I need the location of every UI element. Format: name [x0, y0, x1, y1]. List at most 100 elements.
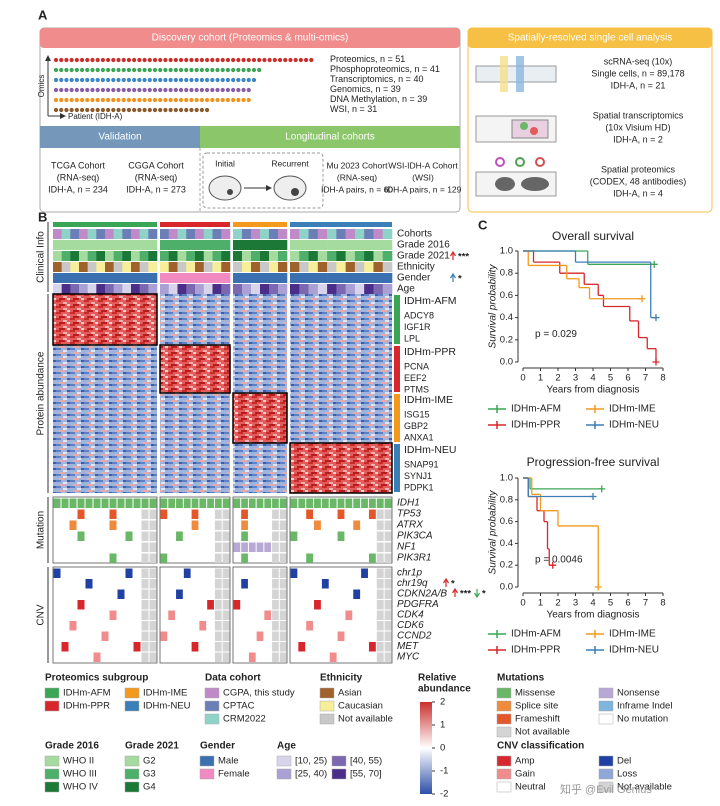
- cnv-cell: [272, 642, 279, 652]
- mutation-cell: [376, 553, 384, 563]
- arrow-head: [45, 55, 51, 61]
- clinical-cell: [251, 251, 261, 261]
- legend-swatch: [598, 755, 614, 767]
- cnv-cell: [376, 610, 384, 620]
- heatmap-block: [290, 345, 392, 393]
- clinical-cell: [79, 284, 88, 294]
- clinical-cell: [373, 229, 384, 239]
- clinical-cell: [278, 262, 288, 272]
- clinical-cell: [317, 262, 328, 272]
- legend-swatch: [496, 726, 512, 738]
- clinical-cell: [131, 229, 140, 239]
- mutation-cell: [149, 553, 157, 563]
- legend-item: Asian: [338, 688, 362, 699]
- legend-item: Frameshift: [515, 714, 560, 725]
- legend-swatch: [199, 768, 215, 780]
- mutation-cell: [279, 520, 287, 530]
- clinical-cell: [160, 240, 170, 250]
- mutation-label: NF1: [397, 542, 416, 553]
- cnv-cell: [69, 621, 77, 631]
- heatmap-block: [53, 294, 157, 345]
- clinical-cell: [382, 284, 393, 294]
- mutation-cell: [191, 498, 199, 508]
- mutation-cell: [264, 542, 272, 552]
- tumor-icon: [227, 189, 233, 195]
- legend-label: IDHm-PPR: [511, 645, 560, 656]
- clinical-cell: [113, 284, 123, 294]
- clinical-cell: [242, 284, 252, 294]
- mutation-cell: [141, 553, 149, 563]
- legend-swatch: [496, 700, 512, 712]
- clinical-cell: [122, 262, 132, 272]
- clinical-cell: [242, 251, 252, 261]
- protein-label: PTMS: [404, 384, 429, 394]
- mutation-cell: [376, 531, 384, 541]
- clinical-cell: [70, 229, 80, 239]
- antibody-icon: [515, 157, 525, 167]
- cnv-cell: [279, 579, 287, 589]
- cnv-cell: [191, 642, 199, 652]
- clinical-cell: [251, 284, 261, 294]
- clinical-cell: [308, 273, 319, 283]
- cnv-cell: [149, 600, 157, 610]
- cohort-line: CGGA Cohort: [128, 160, 184, 170]
- clinical-cell: [131, 273, 140, 283]
- cnv-cell: [141, 568, 149, 578]
- legend-item: [10, 25): [295, 756, 327, 767]
- mutation-cell: [214, 553, 222, 563]
- mutation-cell: [160, 509, 168, 519]
- omics-name: Genomics, n =: [330, 84, 391, 94]
- clinical-cell: [148, 284, 158, 294]
- clinical-cell: [373, 262, 384, 272]
- clinical-cell: [70, 273, 80, 283]
- clinical-cell: [160, 284, 170, 294]
- mutation-cell: [199, 498, 207, 508]
- omics-label: WSI, n = 31: [330, 104, 377, 114]
- heatmap-block: [53, 393, 157, 443]
- cnv-cell: [353, 589, 361, 599]
- mutation-cell: [125, 531, 133, 541]
- legend-label: IDHm-PPR: [511, 420, 560, 431]
- y-tick-label: 0.4: [500, 312, 513, 323]
- clinical-cell: [131, 284, 140, 294]
- clinical-cell: [278, 251, 288, 261]
- cnv-cell: [361, 568, 368, 578]
- clinical-cell: [345, 284, 356, 294]
- cohort-line: IDH-A pairs, n = 129: [385, 184, 462, 194]
- clinical-cell: [105, 273, 114, 283]
- clinical-cell: [317, 273, 328, 283]
- panel-label: C: [478, 217, 488, 232]
- clinical-cell: [139, 262, 149, 272]
- mutation-label: PIK3R1: [397, 553, 431, 564]
- cnv-cell: [384, 579, 392, 589]
- spatial-title: Spatially-resolved single cell analysis: [508, 33, 673, 44]
- heatmap-block: [233, 345, 287, 393]
- cnv-cell: [77, 600, 85, 610]
- omics-count: 51: [395, 54, 405, 64]
- mutation-cell: [279, 498, 287, 508]
- protein-label: LPL: [404, 333, 420, 343]
- mutation-cell: [222, 531, 230, 541]
- cnv-cell: [93, 652, 101, 662]
- cnv-cell: [368, 642, 376, 652]
- clinical-cell: [195, 284, 205, 294]
- mutation-cell: [368, 509, 376, 519]
- mutation-cell: [272, 498, 279, 508]
- track-label: Ethnicity: [397, 262, 435, 273]
- validation-title: Validation: [98, 132, 141, 143]
- mutation-cell: [222, 509, 230, 519]
- clinical-cell: [221, 273, 231, 283]
- mutation-cell: [191, 509, 199, 519]
- cnv-cell: [233, 600, 241, 610]
- watermark: 知乎 @Evil Genius: [560, 782, 652, 796]
- clinical-cell: [122, 273, 132, 283]
- clinical-cell: [382, 251, 393, 261]
- cnv-cell: [222, 631, 230, 641]
- mutation-cell: [290, 531, 298, 541]
- clinical-cell: [96, 284, 106, 294]
- significance: ***: [460, 589, 471, 600]
- tissue-icon: [511, 119, 549, 139]
- clinical-cell: [290, 262, 300, 272]
- legend-item: IDHm-PPR: [63, 701, 110, 712]
- mutation-cell: [279, 531, 287, 541]
